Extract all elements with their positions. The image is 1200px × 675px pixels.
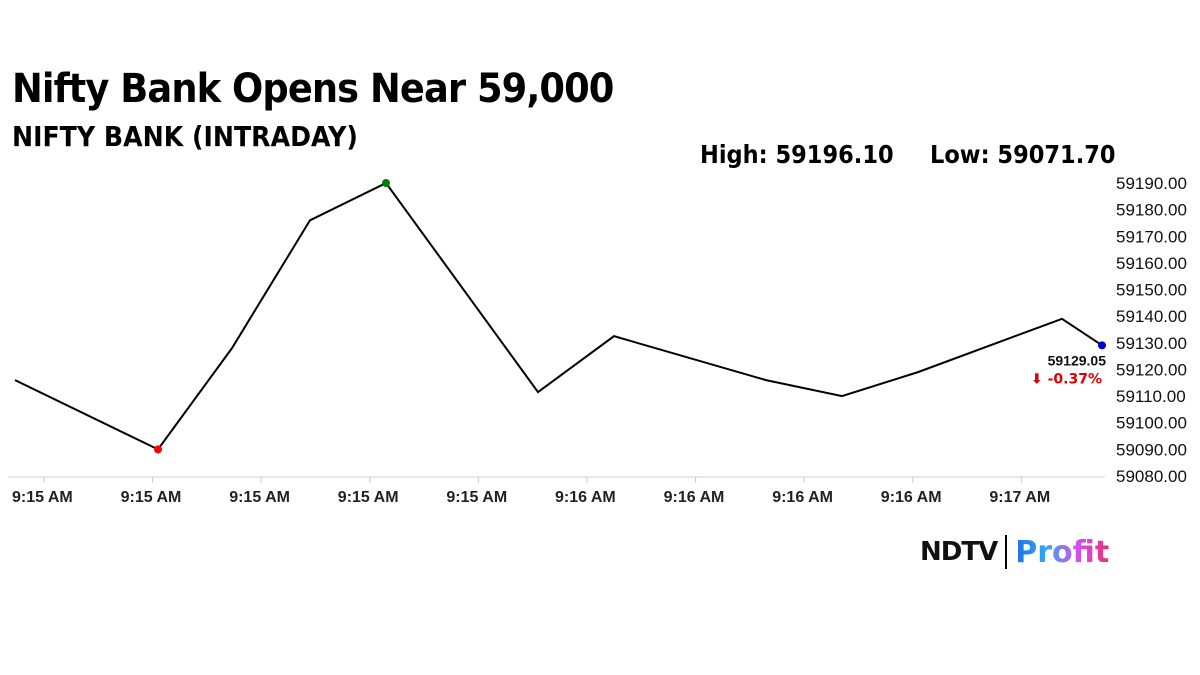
max-marker — [382, 179, 390, 187]
y-tick-label: 59150.00 — [1116, 281, 1187, 300]
logo-ndtv: NDTV — [920, 537, 998, 567]
y-tick-label: 59090.00 — [1116, 440, 1187, 459]
x-tick-label: 9:16 AM — [555, 489, 616, 506]
y-tick-label: 59120.00 — [1116, 360, 1187, 379]
y-tick-label: 59160.00 — [1116, 254, 1187, 273]
ndtv-profit-logo: NDTV Profit — [920, 534, 1109, 570]
x-tick-label: 9:15 AM — [229, 489, 290, 506]
y-tick-label: 59170.00 — [1116, 227, 1187, 246]
x-tick-label: 9:15 AM — [121, 489, 182, 506]
last-marker — [1098, 341, 1106, 350]
logo-profit: Profit — [1015, 534, 1110, 570]
change-label: ⬇ -0.37% — [1031, 371, 1102, 387]
low-value: Low: 59071.70 — [930, 140, 1116, 169]
x-tick-label: 9:15 AM — [338, 489, 399, 506]
last-value-label: 59129.05 — [1048, 352, 1107, 368]
x-tick-label: 9:16 AM — [772, 489, 833, 506]
x-tick-label: 9:15 AM — [446, 489, 507, 506]
y-tick-label: 59100.00 — [1116, 414, 1187, 433]
y-tick-label: 59110.00 — [1116, 387, 1186, 406]
x-tick-label: 9:17 AM — [989, 489, 1050, 506]
chart-subtitle: NIFTY BANK (INTRADAY) — [12, 120, 358, 153]
x-tick-label: 9:15 AM — [12, 489, 73, 506]
y-tick-label: 59080.00 — [1116, 467, 1187, 486]
y-tick-label: 59130.00 — [1116, 334, 1187, 353]
y-tick-label: 59180.00 — [1116, 201, 1187, 220]
x-tick-label: 9:16 AM — [881, 489, 942, 506]
page-title: Nifty Bank Opens Near 59,000 — [12, 66, 614, 112]
y-tick-label: 59190.00 — [1116, 174, 1187, 193]
series-line — [14, 181, 1103, 451]
logo-divider — [1005, 535, 1008, 569]
x-tick-label: 9:16 AM — [664, 489, 725, 506]
min-marker — [154, 445, 162, 454]
y-tick-label: 59140.00 — [1116, 307, 1187, 326]
high-value: High: 59196.10 — [700, 140, 894, 169]
